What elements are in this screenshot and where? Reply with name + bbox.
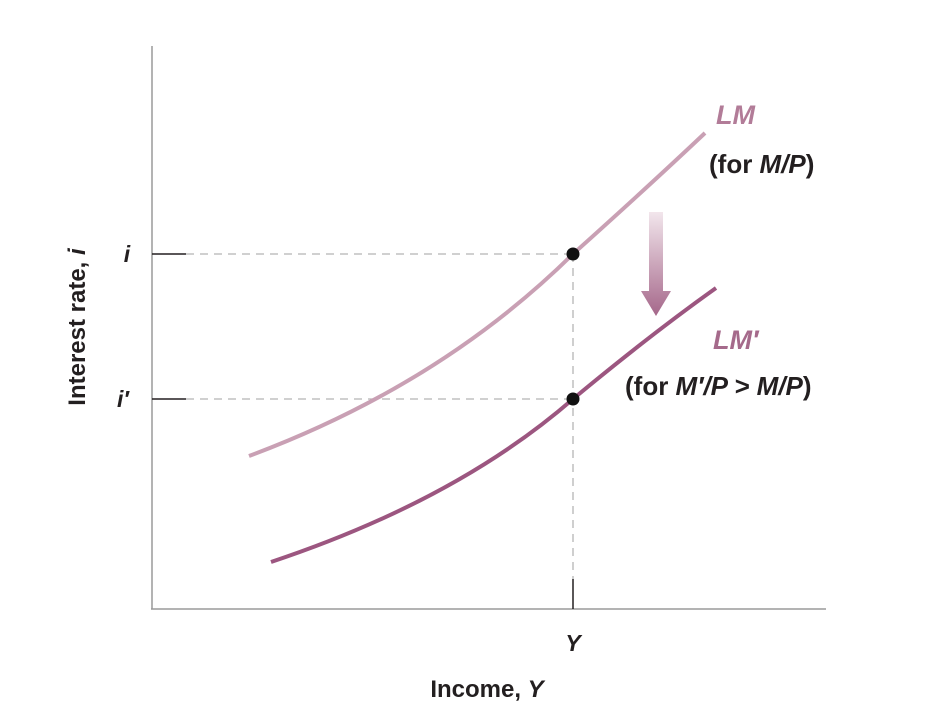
y-axis-label: Interest rate, i <box>64 247 91 406</box>
x-axis-label: Income, Y <box>430 676 545 703</box>
lm-label: LM <box>716 100 755 130</box>
lm-prime-note: (for M′/P > M/P) <box>625 371 812 401</box>
lm-prime-label: LM′ <box>713 325 760 355</box>
point-lm <box>566 247 580 261</box>
tick-label-i: i <box>124 241 131 267</box>
lm-note: (for M/P) <box>709 149 814 179</box>
tick-label-y: Y <box>565 630 583 656</box>
lm-curve <box>248 131 707 458</box>
lm-prime-curve <box>270 286 718 564</box>
shift-arrow-down <box>641 212 671 316</box>
tick-label-i-prime: i′ <box>117 386 130 412</box>
point-lm-prime <box>566 392 580 406</box>
